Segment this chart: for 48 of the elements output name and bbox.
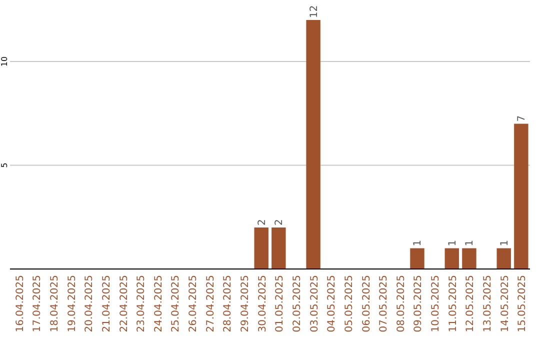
x-tick-label: 17.04.2025 bbox=[32, 275, 44, 332]
x-tick-label: 02.05.2025 bbox=[292, 275, 303, 332]
data-label: 7 bbox=[516, 115, 528, 122]
x-tick-label: 20.04.2025 bbox=[84, 275, 96, 332]
data-label: 2 bbox=[274, 219, 286, 226]
x-tick-label: 25.04.2025 bbox=[170, 275, 182, 332]
data-label: 1 bbox=[412, 240, 424, 246]
data-label: 2 bbox=[256, 219, 268, 226]
y-tick-label: 10 bbox=[0, 56, 9, 67]
bar bbox=[444, 248, 459, 269]
bar bbox=[514, 124, 528, 269]
x-tick-label: 26.04.2025 bbox=[188, 275, 200, 332]
x-tick-label: 18.04.2025 bbox=[49, 275, 60, 332]
x-tick-label: 12.05.2025 bbox=[465, 275, 476, 332]
x-tick-label: 03.05.2025 bbox=[309, 275, 320, 332]
x-tick-label: 24.04.2025 bbox=[153, 275, 164, 332]
x-tick-label: 01.05.2025 bbox=[274, 275, 286, 332]
x-tick-label: 11.05.2025 bbox=[448, 275, 459, 332]
x-tick-label: 28.04.2025 bbox=[222, 275, 234, 332]
x-tick-label: 08.05.2025 bbox=[396, 275, 407, 332]
x-tick-label: 15.05.2025 bbox=[517, 275, 528, 332]
x-tick-label: 23.04.2025 bbox=[136, 275, 148, 332]
x-tick-label: 07.05.2025 bbox=[378, 275, 390, 332]
x-tick-label: 10.05.2025 bbox=[430, 275, 442, 332]
x-tick-label: 16.04.2025 bbox=[14, 275, 26, 332]
x-tick-label: 30.04.2025 bbox=[257, 275, 268, 332]
x-tick-label: 05.05.2025 bbox=[344, 275, 355, 332]
bar bbox=[306, 20, 320, 269]
x-tick-label: 19.04.2025 bbox=[66, 275, 78, 332]
x-tick-label: 04.05.2025 bbox=[326, 275, 338, 332]
bar bbox=[496, 248, 511, 269]
data-label: 1 bbox=[447, 240, 458, 246]
x-tick-label: 14.05.2025 bbox=[500, 275, 511, 332]
x-tick-label: 13.05.2025 bbox=[482, 275, 494, 332]
x-tick-label: 29.04.2025 bbox=[240, 275, 252, 332]
bar bbox=[462, 248, 476, 269]
data-label: 12 bbox=[308, 5, 320, 18]
bar bbox=[410, 248, 424, 269]
x-tick-label: 21.04.2025 bbox=[101, 275, 112, 332]
x-tick-label: 09.05.2025 bbox=[413, 275, 424, 332]
bar bbox=[254, 228, 268, 269]
data-label: 1 bbox=[499, 240, 510, 246]
y-tick-label: 5 bbox=[0, 162, 9, 168]
data-label: 1 bbox=[464, 240, 476, 246]
x-tick-label: 06.05.2025 bbox=[361, 275, 372, 332]
bar bbox=[272, 228, 286, 269]
x-tick-label: 22.04.2025 bbox=[118, 275, 130, 332]
x-tick-label: 27.04.2025 bbox=[205, 275, 216, 332]
